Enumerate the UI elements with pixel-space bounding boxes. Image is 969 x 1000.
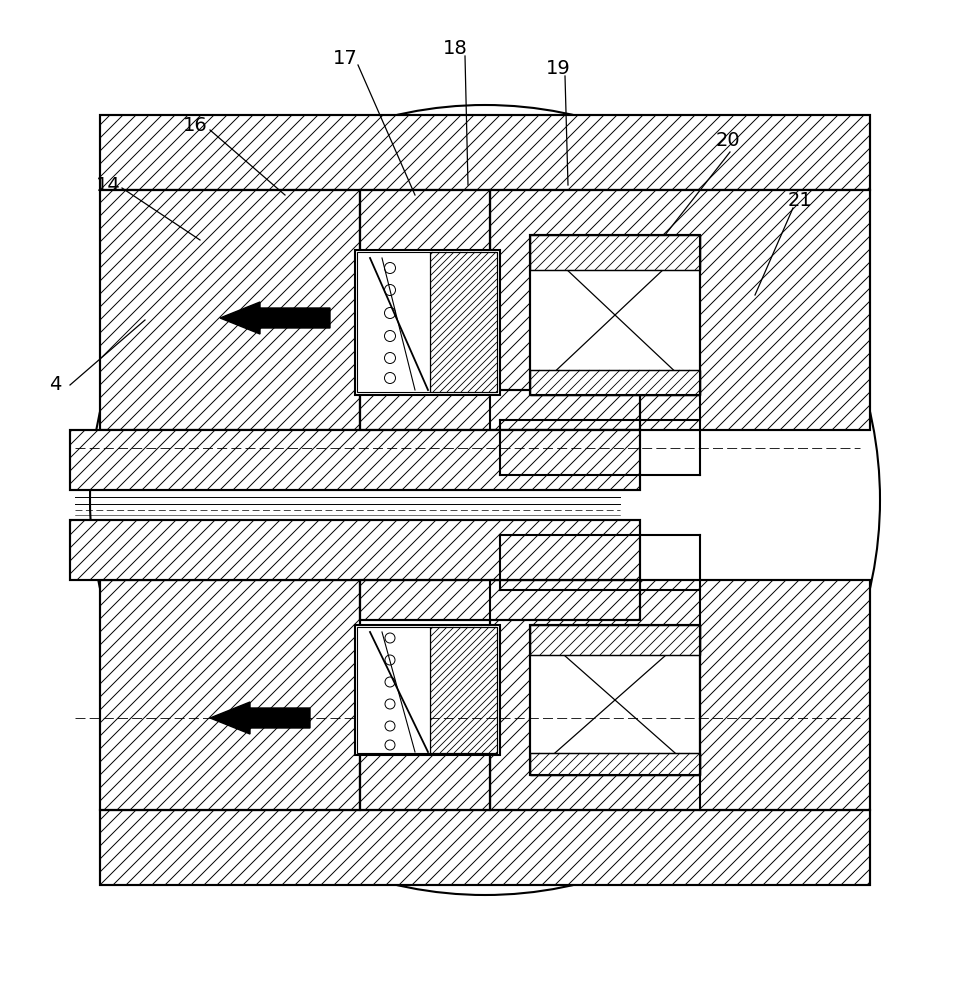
Bar (100, 580, 359, 810)
FancyArrow shape (209, 702, 310, 734)
Bar (529, 235, 700, 270)
FancyArrow shape (220, 302, 329, 334)
Text: 20: 20 (715, 131, 739, 150)
Text: 21: 21 (787, 191, 811, 210)
Bar (489, 580, 869, 810)
Bar (100, 115, 869, 190)
Bar (429, 627, 496, 753)
Bar (359, 750, 489, 810)
Bar (70, 520, 640, 580)
Bar (429, 627, 496, 753)
Bar (429, 252, 496, 392)
Text: 16: 16 (182, 116, 207, 135)
Text: 18: 18 (442, 39, 467, 58)
Bar (529, 235, 700, 395)
Bar (529, 625, 700, 775)
Bar (529, 625, 700, 655)
Bar (100, 580, 359, 810)
Bar (70, 520, 640, 580)
Bar (359, 580, 640, 620)
Bar (100, 115, 869, 190)
Bar (70, 430, 640, 490)
Bar (100, 810, 869, 885)
Text: 14: 14 (96, 176, 120, 195)
Bar (429, 252, 496, 392)
Bar (529, 235, 700, 395)
Bar (359, 580, 640, 620)
Text: 17: 17 (332, 49, 357, 68)
Bar (100, 190, 359, 430)
Bar (529, 625, 700, 655)
Bar (529, 753, 700, 775)
Bar (355, 625, 499, 755)
Bar (100, 810, 869, 885)
Bar (529, 235, 700, 270)
Bar (357, 627, 429, 753)
Bar (529, 753, 700, 775)
Bar (359, 750, 489, 810)
Bar (355, 250, 499, 395)
Bar (489, 580, 869, 810)
Bar (529, 370, 700, 395)
Bar (529, 625, 700, 775)
Text: 4: 4 (48, 375, 61, 394)
Bar (100, 190, 359, 430)
Bar (359, 390, 640, 430)
Bar (359, 190, 489, 255)
Bar (359, 190, 489, 255)
Bar (357, 252, 429, 392)
Bar (70, 430, 640, 490)
Bar (489, 190, 869, 430)
Text: 19: 19 (545, 59, 570, 78)
Bar (529, 370, 700, 395)
Bar (489, 190, 869, 430)
Bar (359, 390, 640, 430)
